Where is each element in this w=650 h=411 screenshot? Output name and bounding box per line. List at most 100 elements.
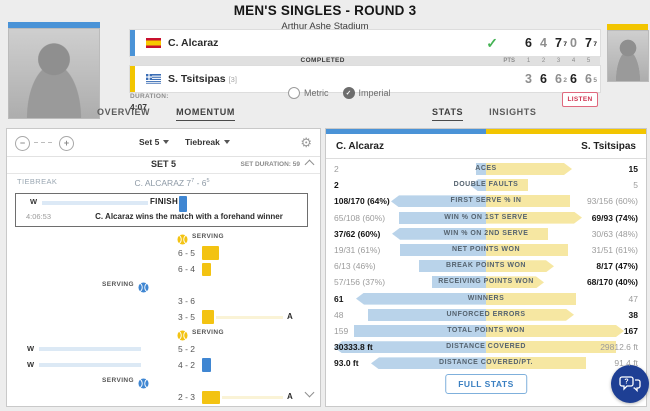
point-score: 5 - 2 <box>177 344 195 354</box>
finish-time: 4:06:53 <box>26 212 52 221</box>
stat-label: DOUBLE FAULTS <box>453 181 519 189</box>
gear-icon[interactable]: ⚙ <box>300 135 312 150</box>
tab-insights[interactable]: INSIGHTS <box>489 107 537 117</box>
stats-player-right: S. Tsitsipas <box>581 141 636 152</box>
ace-tail-line <box>222 396 283 399</box>
stat-value-left: 61 <box>334 293 344 304</box>
tennis-ball-icon <box>177 232 188 250</box>
tab-momentum[interactable]: MOMENTUM <box>176 107 235 121</box>
momentum-toolbar: − + Set 5 Tiebreak ⚙ <box>7 129 320 157</box>
set-score-p2-set2: 6 <box>540 72 547 86</box>
stat-row: DOUBLE FAULTS 2 5 <box>326 177 646 193</box>
stat-label: ACES <box>475 165 497 172</box>
zoom-out-icon[interactable]: − <box>15 136 30 151</box>
finish-point-bar <box>179 196 187 212</box>
chat-help-icon[interactable]: ? <box>611 365 649 403</box>
stats-color-bar-blue <box>326 129 486 134</box>
player1-row-accent <box>130 30 135 56</box>
set-number-header: 5 <box>586 58 591 64</box>
listen-button[interactable]: LISTEN <box>562 92 598 107</box>
flag-spain-icon <box>146 38 161 48</box>
set-number-header: 3 <box>556 58 561 64</box>
momentum-point-row: 6 - 5 <box>7 245 320 261</box>
stat-row: TOTAL POINTS WON 159 167 <box>326 323 646 339</box>
chevron-down-icon <box>163 140 170 144</box>
stat-bar-left <box>432 276 486 289</box>
unit-option-metric[interactable]: Metric <box>288 87 329 99</box>
player2-name: S. Tsitsipas [3] <box>168 73 237 85</box>
unit-option-imperial[interactable]: ✓ Imperial <box>342 87 391 99</box>
radio-metric-icon[interactable] <box>288 87 300 99</box>
stat-label: WINNERS <box>467 294 505 302</box>
momentum-point-row: 6 - 4 <box>7 261 320 277</box>
stats-header: C. Alcaraz S. Tsitsipas <box>326 136 646 159</box>
tiebreak-label: TIEBREAK <box>17 177 58 186</box>
stat-bar-left <box>391 195 486 208</box>
unit-label: Imperial <box>358 88 391 98</box>
stat-bar-right <box>486 260 554 272</box>
stat-row: DISTANCE COVERED 30333.8 ft 29812.6 ft <box>326 339 646 355</box>
stat-value-left: 19/31 (61%) <box>334 245 381 255</box>
stat-bar-left <box>399 211 486 224</box>
stat-value-right: 31/51 (61%) <box>591 245 638 255</box>
stat-value-left: 37/62 (60%) <box>334 228 381 239</box>
finish-description: C. Alcaraz wins the match with a forehan… <box>95 212 283 221</box>
duration-value: 4:07 <box>130 102 148 112</box>
player1-photo <box>8 28 100 119</box>
stat-value-left: 65/108 (60%) <box>334 212 386 223</box>
zoom-in-icon[interactable]: + <box>59 136 74 151</box>
stat-label: WIN % ON 1ST SERVE <box>444 213 528 221</box>
stat-bar-left <box>354 325 486 337</box>
momentum-panel: − + Set 5 Tiebreak ⚙ SET 5 SET DURATION:… <box>6 128 321 407</box>
winner-line <box>39 363 141 367</box>
player1-name: C. Alcaraz <box>168 37 219 49</box>
stat-bar-left <box>334 341 486 354</box>
stat-row: DISTANCE COVERED/PT. 93.0 ft 91.4 ft <box>326 355 646 371</box>
player2-row-accent <box>130 66 135 92</box>
svg-text:?: ? <box>624 379 628 386</box>
serving-label: SERVING <box>102 377 134 384</box>
momentum-timeline: SERVING 6 - 5 6 - 4 SERVING 3 - 6 3 - 5 A SERVI… <box>7 229 320 405</box>
tennis-ball-icon <box>138 280 149 298</box>
stat-value-left: 2 <box>334 180 339 191</box>
radio-imperial-icon[interactable]: ✓ <box>342 87 355 99</box>
full-stats-button[interactable]: FULL STATS <box>445 374 527 394</box>
point-score: 2 - 3 <box>177 392 195 402</box>
tab-stats[interactable]: STATS <box>432 107 464 121</box>
point-bar-blue <box>202 358 211 372</box>
stat-bar-left <box>419 260 486 273</box>
stat-row: WIN % ON 1ST SERVE 65/108 (60%) 69/93 (74%… <box>326 210 646 226</box>
stats-color-bar-yellow <box>486 129 646 134</box>
view-selector-dropdown[interactable]: Tiebreak <box>185 129 230 156</box>
stat-value-right: 38 <box>628 309 638 320</box>
stat-label: RECEIVING POINTS WON <box>438 278 534 286</box>
flag-greece-icon <box>146 74 161 84</box>
serving-indicator-row: SERVING <box>7 373 320 389</box>
stat-value-right: 69/93 (74%) <box>591 212 638 223</box>
stat-bar-right <box>486 292 576 305</box>
stat-bar-right <box>486 179 528 192</box>
stat-bar-left <box>476 163 486 175</box>
stat-bar-left <box>371 357 486 370</box>
point-bar-yellow <box>202 310 214 324</box>
set-score-p2-set1: 3 <box>525 72 532 86</box>
stat-bar-left <box>470 179 486 192</box>
momentum-point-row: 3 - 6 <box>7 293 320 309</box>
momentum-point-row: 2 - 3 A <box>7 389 320 405</box>
stat-label: DISTANCE COVERED/PT. <box>439 359 533 367</box>
tab-overview[interactable]: OVERVIEW <box>97 107 151 117</box>
set-selector-dropdown[interactable]: Set 5 <box>139 129 170 156</box>
stat-value-right: 91.4 ft <box>614 358 638 369</box>
duration-label: DURATION: <box>130 93 169 100</box>
set-number-header: 4 <box>571 58 576 64</box>
set-number-headers: 1 2 3 4 5 <box>521 58 596 64</box>
stat-value-right: 93/156 (60%) <box>586 196 638 207</box>
stat-bar-right <box>486 325 624 337</box>
winner-marker: W <box>27 344 35 353</box>
match-status: COMPLETED <box>300 57 345 64</box>
momentum-point-row: W 5 - 2 <box>7 341 320 357</box>
match-point-highlight[interactable]: W FINISH 4:06:53 C. Alcaraz wins the mat… <box>15 193 308 227</box>
